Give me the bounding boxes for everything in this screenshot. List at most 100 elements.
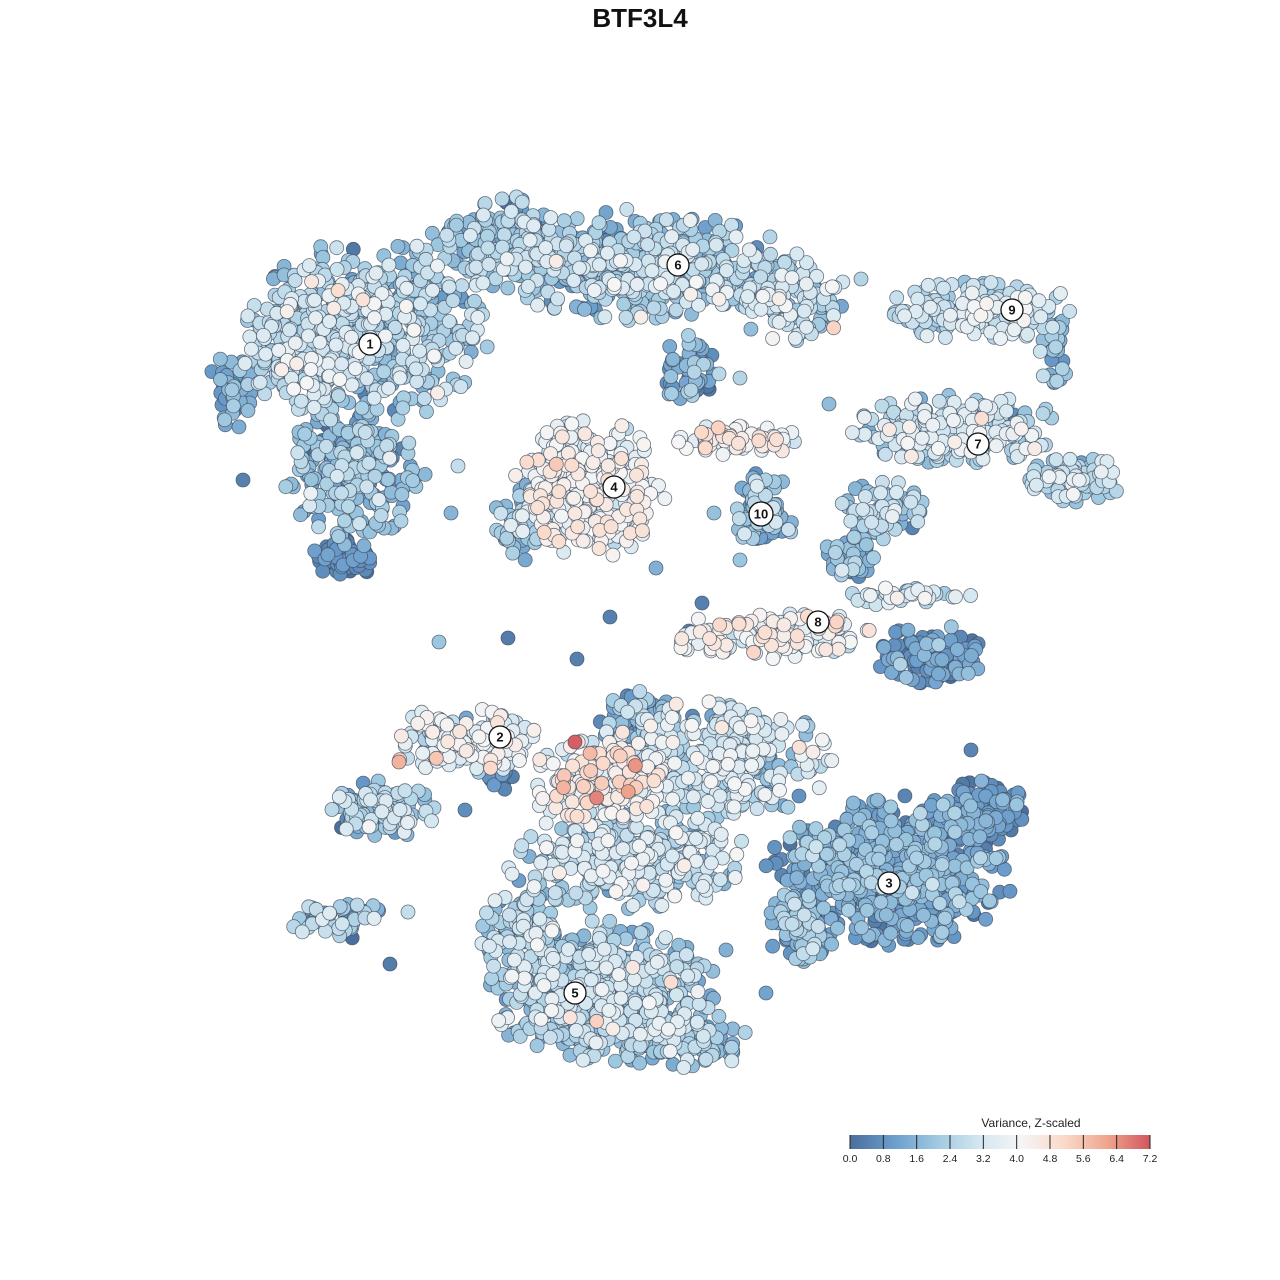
- data-point: [949, 642, 965, 657]
- data-point: [888, 624, 903, 640]
- data-point: [450, 458, 466, 474]
- data-point: [827, 545, 843, 560]
- data-point: [554, 821, 569, 836]
- data-point: [938, 330, 953, 345]
- data-point: [224, 382, 240, 398]
- data-point: [597, 309, 613, 325]
- data-point: [873, 894, 889, 910]
- data-point: [805, 941, 821, 957]
- data-point: [240, 403, 256, 418]
- data-point: [686, 364, 702, 380]
- data-point: [217, 412, 233, 428]
- data-point: [683, 382, 699, 398]
- data-point: [577, 301, 592, 317]
- data-point: [947, 824, 963, 840]
- data-point: [569, 211, 585, 227]
- data-point: [899, 918, 915, 933]
- data-point: [846, 529, 862, 545]
- data-point: [724, 1039, 740, 1055]
- data-point: [225, 398, 241, 414]
- data-point: [376, 364, 392, 380]
- data-point: [743, 321, 759, 337]
- data-point: [1048, 339, 1064, 355]
- data-point: [662, 339, 678, 354]
- data-point: [568, 885, 584, 901]
- data-point: [732, 552, 748, 568]
- data-point: [337, 513, 352, 529]
- data-point: [932, 896, 948, 911]
- data-point: [619, 201, 635, 217]
- data-point: [931, 637, 947, 653]
- data-point: [324, 802, 340, 817]
- data-point: [547, 885, 563, 901]
- data-point: [978, 813, 994, 829]
- data-point: [443, 505, 459, 521]
- data-point: [972, 829, 988, 845]
- data-point: [500, 630, 516, 646]
- data-point: [235, 472, 251, 488]
- data-point: [843, 513, 859, 529]
- data-point: [412, 296, 428, 312]
- data-point: [505, 545, 521, 561]
- data-point: [663, 369, 679, 385]
- data-point: [782, 830, 798, 846]
- data-point: [869, 792, 885, 808]
- data-point: [633, 925, 649, 941]
- data-point: [424, 813, 439, 829]
- data-point: [311, 519, 327, 535]
- data-point: [763, 246, 778, 262]
- data-point: [864, 514, 879, 530]
- data-point: [231, 419, 247, 435]
- data-point: [698, 1051, 714, 1067]
- data-point: [796, 907, 812, 923]
- data-point: [1035, 406, 1051, 422]
- data-point: [1048, 452, 1064, 468]
- data-point: [973, 850, 988, 866]
- data-point: [978, 911, 994, 927]
- data-point: [900, 622, 916, 638]
- data-point: [934, 924, 950, 940]
- data-point: [765, 938, 780, 954]
- data-point: [947, 805, 963, 821]
- data-point: [808, 839, 824, 855]
- data-point: [871, 851, 886, 867]
- data-point: [841, 877, 857, 893]
- data-point: [777, 254, 792, 270]
- data-point: [382, 956, 398, 972]
- data-point: [445, 293, 461, 309]
- data-point: [724, 1053, 740, 1069]
- data-point: [484, 971, 500, 986]
- data-point: [909, 850, 924, 866]
- data-point: [669, 987, 684, 1003]
- data-point: [329, 240, 345, 256]
- data-point: [293, 393, 309, 409]
- data-point: [694, 595, 710, 611]
- data-point: [841, 902, 856, 918]
- data-point: [935, 797, 951, 813]
- data-point: [732, 370, 748, 386]
- data-point: [584, 913, 600, 929]
- data-point: [832, 837, 847, 853]
- data-point: [252, 374, 268, 390]
- data-point: [781, 522, 796, 537]
- data-point: [883, 799, 899, 815]
- data-point: [351, 516, 367, 531]
- data-point: [1002, 883, 1018, 899]
- data-point: [706, 505, 722, 521]
- data-point: [500, 280, 516, 296]
- data-point: [801, 888, 816, 904]
- data-point: [681, 328, 696, 343]
- data-point: [212, 351, 228, 367]
- data-point: [390, 238, 406, 254]
- chart-title: BTF3L4: [592, 3, 688, 33]
- data-point: [501, 907, 517, 923]
- data-point: [240, 308, 256, 324]
- data-point: [988, 851, 1004, 866]
- data-point: [718, 942, 734, 958]
- data-point: [1062, 303, 1077, 319]
- data-point: [904, 885, 920, 900]
- data-point: [479, 905, 494, 921]
- data-point: [282, 322, 297, 338]
